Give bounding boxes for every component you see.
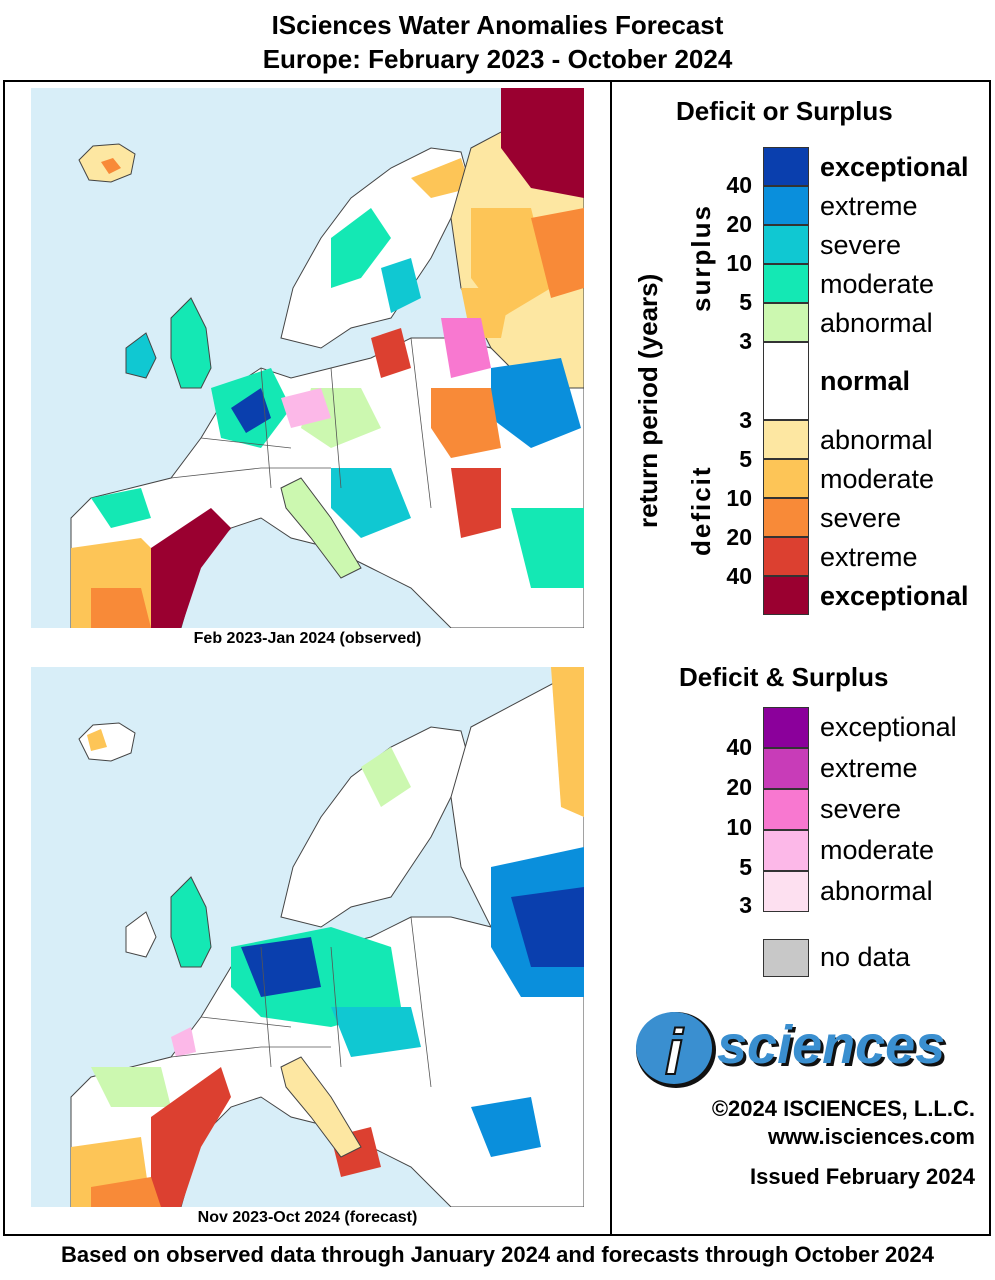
copyright: ©2024 ISCIENCES, L.L.C. [711,1096,975,1121]
main-frame [3,80,991,1236]
legend-swatch [763,871,809,912]
website-link[interactable]: www.isciences.com [767,1124,975,1149]
legend-label: extreme [820,753,918,783]
return-period-number: 3 [739,892,752,918]
legend-deficit-and-surplus-heading: Deficit & Surplus [679,662,889,692]
legend-swatch [763,498,809,537]
map-observed-caption: Feb 2023-Jan 2024 (observed) [193,630,422,647]
legend-swatch [763,225,809,264]
isciences-logo: i sciences sciences [634,1008,979,1090]
legend-label: severe [820,794,902,824]
frame-divider [610,80,612,1236]
legend-label: extreme [820,190,918,221]
return-period-number: 10 [726,814,752,840]
legend-label: moderate [820,835,935,865]
return-period-number: 10 [726,250,752,276]
no-data-swatch [763,939,809,977]
footer-note: Based on observed data through January 2… [61,1242,934,1267]
title-line-2: Europe: February 2023 - October 2024 [262,44,733,74]
return-period-number: 40 [726,563,752,589]
legend-label: abnormal [820,307,933,338]
title-line-1: ISciences Water Anomalies Forecast [271,10,724,40]
map-forecast [31,667,584,1207]
legend-deficit-or-surplus-heading: Deficit or Surplus [676,96,893,126]
no-data-label: no data [820,942,911,972]
legend-swatch [763,186,809,225]
legend-swatch [763,342,809,420]
logo-letter: i [665,1016,684,1088]
legend-swatch [763,459,809,498]
legend-label: moderate [820,463,935,494]
legend-label: severe [820,502,902,533]
return-period-number: 20 [726,524,752,550]
legend-label: moderate [820,268,935,299]
legend-swatch [763,748,809,789]
legend-swatch [763,147,809,186]
return-period-number: 40 [726,172,752,198]
return-period-number: 3 [739,407,752,433]
return-period-number: 20 [726,774,752,800]
legend-label: exceptional [820,580,969,611]
return-period-number: 5 [739,854,752,880]
issued-date: Issued February 2024 [749,1164,975,1189]
logo-text: sciences [717,1015,945,1075]
legend-swatch [763,576,809,615]
return-period-number: 5 [739,446,752,472]
legend-label: abnormal [820,876,933,906]
legend-swatch [763,303,809,342]
return-period-number: 3 [739,328,752,354]
legend-swatch [763,830,809,871]
legend-label: normal [820,366,911,396]
return-period-number: 5 [739,289,752,315]
legend-swatch [763,420,809,459]
legend-label: abnormal [820,424,933,455]
legend-label: exceptional [820,712,957,742]
return-period-number: 10 [726,485,752,511]
map-forecast-caption: Nov 2023-Oct 2024 (forecast) [197,1209,418,1226]
legend-swatch [763,537,809,576]
legend-swatch [763,789,809,830]
legend-swatch [763,264,809,303]
return-period-number: 20 [726,211,752,237]
return-period-number: 40 [726,734,752,760]
map-observed [31,88,584,628]
return-period-axis-label: return period (years) [633,273,663,528]
legend-swatch [763,707,809,748]
legend-label: exceptional [820,151,969,182]
legend-label: severe [820,229,902,260]
legend-label: extreme [820,541,918,572]
logo-text-shadow: sciences [720,1018,948,1078]
